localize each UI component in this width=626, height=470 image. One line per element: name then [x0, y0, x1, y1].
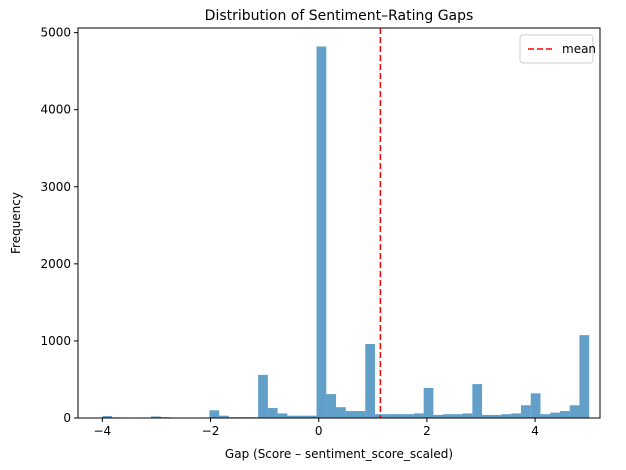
- plot-frame: [77, 27, 601, 419]
- histogram-bar: [297, 415, 307, 418]
- histogram-bar: [267, 407, 278, 418]
- histogram-bar: [306, 415, 317, 418]
- y-tick-label: 4000: [40, 103, 71, 117]
- x-tick-label: 0: [315, 424, 323, 438]
- legend-mean-label: mean: [562, 42, 596, 56]
- histogram-bar: [326, 394, 337, 418]
- histogram-bar: [540, 414, 551, 418]
- histogram-bar: [345, 411, 356, 418]
- histogram-bar: [384, 414, 395, 418]
- histogram-bar: [530, 393, 541, 418]
- histogram-bar: [433, 414, 444, 418]
- histogram-bar: [482, 414, 492, 418]
- histogram-bar: [219, 415, 229, 418]
- histogram-bar: [404, 414, 414, 418]
- histogram-bar: [355, 411, 366, 418]
- histogram-bar: [462, 413, 473, 418]
- histogram-bar: [472, 384, 483, 418]
- y-tick-label: 2000: [40, 257, 71, 271]
- histogram-bar: [550, 412, 560, 418]
- x-axis-label: Gap (Score – sentiment_score_scaled): [225, 447, 453, 461]
- y-axis-ticks: 0 1000 2000 3000 4000 5000: [40, 26, 78, 425]
- x-tick-label: −4: [93, 424, 111, 438]
- x-tick-label: 4: [531, 424, 539, 438]
- x-tick-label: −2: [202, 424, 220, 438]
- histogram-bar: [413, 413, 424, 418]
- y-axis-label: Frequency: [9, 192, 23, 254]
- histogram-bar: [521, 405, 531, 418]
- x-tick-label: 2: [423, 424, 431, 438]
- histogram-bar: [501, 414, 512, 418]
- legend-box: [519, 34, 594, 64]
- histogram-bar: [423, 387, 434, 418]
- histogram-bar: [151, 416, 161, 418]
- histogram-bar: [287, 415, 298, 418]
- y-tick-label: 5000: [40, 26, 71, 40]
- histogram-bar: [452, 414, 463, 418]
- histogram-bar: [559, 411, 570, 418]
- y-tick-label: 0: [63, 411, 71, 425]
- y-tick-label: 1000: [40, 334, 71, 348]
- histogram-bar: [569, 405, 580, 418]
- histogram-bar: [102, 416, 113, 418]
- histogram-bar: [491, 414, 502, 418]
- histogram-bar: [316, 46, 327, 418]
- histogram-bar: [209, 410, 220, 418]
- x-axis-ticks: −4 −2 0 2 4: [93, 418, 539, 438]
- histogram-bar: [394, 414, 405, 418]
- histogram-bar: [579, 335, 590, 418]
- histogram-bar: [258, 374, 268, 418]
- chart-title: Distribution of Sentiment–Rating Gaps: [205, 8, 474, 24]
- histogram-bar: [443, 414, 453, 418]
- histogram-bar: [365, 344, 375, 418]
- histogram-bar: [511, 413, 522, 418]
- legend: mean: [519, 34, 596, 64]
- y-tick-label: 3000: [40, 180, 71, 194]
- histogram-bar: [277, 413, 288, 418]
- histogram-bar: [336, 407, 346, 418]
